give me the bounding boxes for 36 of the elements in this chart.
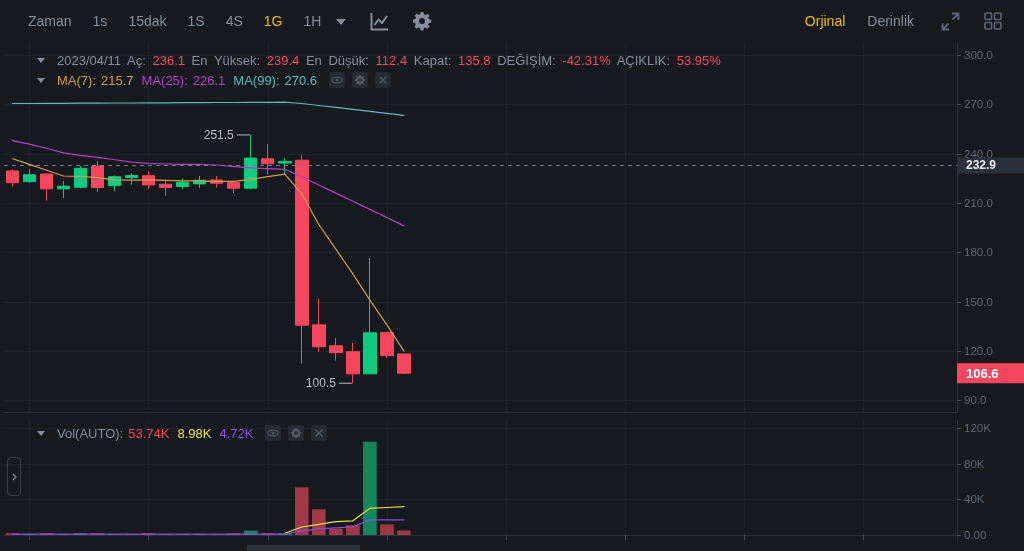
y-tick-label: 240.0 [964, 147, 993, 160]
text: 1G [263, 13, 283, 29]
y-tick-label: 300.0 [964, 49, 993, 62]
text: 15dak [128, 13, 167, 29]
text: MA(25): [141, 72, 188, 88]
annotation: 270.6 [284, 72, 318, 88]
y-tick-label: 210.0 [964, 197, 993, 210]
chart-title: 2023/04/11 Aç: 236.1 En Yüksek: 239.4 En Düşük: 112.4 Kapat: 135.8 DEĞİŞİM: -42.31% AÇIKLIK: 53.95% [57, 52, 721, 68]
annotation: 4.72K [219, 425, 254, 441]
y-tick-label: 90.0 [964, 394, 987, 407]
text: 4S [225, 13, 243, 29]
y-tick-label: 40K [964, 493, 985, 506]
text: 1s [92, 13, 108, 29]
annotation: 215.7 [101, 72, 134, 88]
y-tick-label: 120.0 [964, 345, 993, 358]
y-tick-label: 270.0 [964, 98, 993, 111]
text: Orjinal [804, 13, 846, 29]
annotation: 53.74K [128, 425, 170, 441]
text: 106.6 [966, 365, 999, 381]
text: Zaman [28, 13, 72, 29]
annotation: 8.98K [177, 425, 212, 441]
text: 1S [187, 13, 205, 29]
text: 1H [303, 13, 322, 29]
annotation: 251.5 [203, 127, 235, 142]
y-tick-label: 150.0 [964, 295, 993, 308]
text: MA(7): [57, 72, 96, 88]
y-tick-label: 0.00 [964, 529, 987, 542]
text: Derinlik [867, 13, 914, 29]
y-tick-label: 80K [964, 457, 985, 470]
annotation: 100.5 [305, 376, 337, 391]
series-label: MA(99): [233, 72, 280, 88]
y-tick-label: 180.0 [964, 246, 993, 259]
y-tick-label: 120K [964, 422, 992, 435]
ref-line-label: 232.9 [966, 158, 997, 173]
annotation: 226.1 [192, 72, 226, 88]
text: Vol(AUTO): [57, 425, 124, 441]
